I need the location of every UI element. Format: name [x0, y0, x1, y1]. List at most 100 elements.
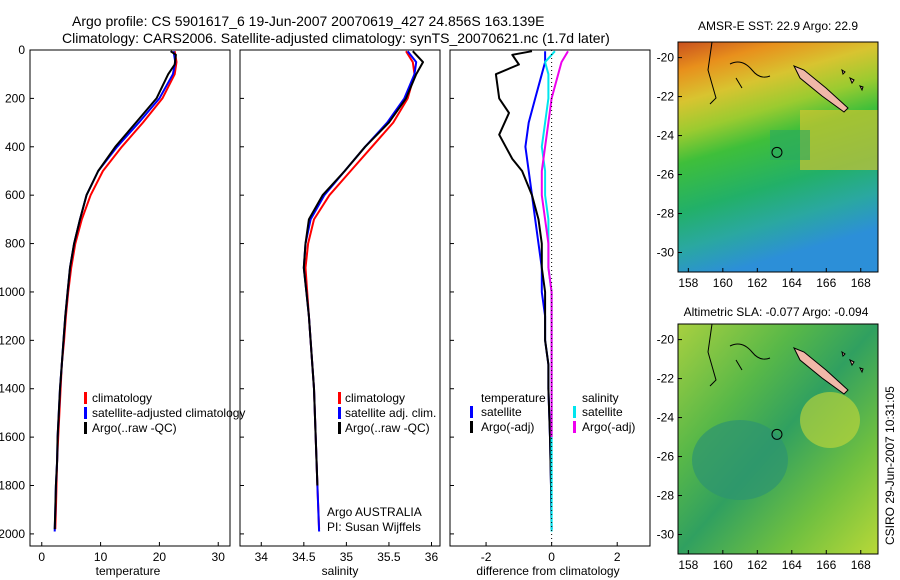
salinity-axis-label: salinity — [322, 564, 359, 578]
legend-label-satellite-adjusted: satellite-adjusted climatology — [92, 406, 245, 420]
map-y-tick-label: -22 — [657, 90, 675, 104]
sst-warm-patch — [800, 110, 878, 170]
depth-tick-label: 1400 — [0, 382, 25, 396]
map-x-tick-label: 166 — [816, 558, 836, 572]
x-tick-label: -2 — [481, 550, 492, 564]
map-x-tick-label: 168 — [851, 558, 871, 572]
legend-swatch-climatology — [338, 392, 341, 404]
legend-label-climatology: climatology — [92, 391, 152, 405]
depth-tick-label: 1000 — [0, 285, 25, 299]
depth-axis: 0 200 400 600 800 1000 1200 1400 1600 1800 2000 — [0, 43, 454, 541]
legend-label-sal-argo: Argo(-adj) — [582, 420, 635, 434]
x-tick-label: 2 — [614, 550, 621, 564]
legend-swatch-satellite-adjusted — [84, 407, 87, 419]
x-tick-label: 35.5 — [377, 550, 401, 564]
map-x-tick-label: 160 — [713, 276, 733, 290]
x-tick-label: 20 — [153, 550, 167, 564]
map-x-tick-label: 162 — [747, 558, 767, 572]
sst-cool-patch — [770, 130, 810, 160]
sla-map: 158 160 162 164 166 168 -20 -22 -24 -26 -28 -30 — [657, 323, 879, 572]
sla-low-patch — [692, 420, 788, 500]
depth-tick-label: 0 — [18, 43, 25, 57]
map-x-tick-label: 164 — [782, 276, 802, 290]
legend-swatch-argo — [338, 422, 341, 434]
map-y-tick-label: -20 — [657, 51, 675, 65]
map-y-tick-label: -20 — [657, 333, 675, 347]
map-x-tick-label: 164 — [782, 558, 802, 572]
x-tick-label: 0 — [38, 550, 45, 564]
sst-float-marker — [771, 146, 783, 158]
map-y-tick-label: -30 — [657, 246, 675, 260]
salinity-plot: 34 34.5 35 35.5 36 — [255, 50, 439, 564]
temperature-plot-frame — [29, 49, 231, 547]
sla-high-patch — [800, 392, 860, 448]
sst-map: 158 160 162 164 166 168 -20 -22 -24 -26 -28 -30 — [657, 41, 879, 290]
program-credit: Argo AUSTRALIA — [327, 505, 422, 519]
x-tick-label: 35 — [340, 550, 354, 564]
legend-label-temp-argo: Argo(-adj) — [481, 420, 534, 434]
difference-plot: -2 0 2 — [481, 50, 621, 564]
series-line-argo-raw-qc-2 — [302, 50, 424, 486]
map-x-tick-label: 168 — [851, 276, 871, 290]
x-tick-label: 30 — [212, 550, 226, 564]
sla-map-axes: 158 160 162 164 166 168 -20 -22 -24 -26 -28 -30 — [657, 333, 871, 572]
map-y-tick-label: -24 — [657, 411, 675, 425]
depth-tick-label: 1800 — [0, 479, 25, 493]
sla-map-title: Altimetric SLA: -0.077 Argo: -0.094 — [684, 305, 869, 319]
legend-label-argo: Argo(..raw -QC) — [345, 421, 430, 435]
depth-tick-label: 600 — [5, 188, 25, 202]
salinity-legend: climatology satellite adj. clim. Argo(..… — [338, 391, 436, 435]
legend-swatch-argo — [84, 422, 87, 434]
legend-label-satellite-adj: satellite adj. clim. — [345, 406, 436, 420]
map-y-tick-label: -24 — [657, 129, 675, 143]
legend-swatch-temp-satellite — [470, 406, 473, 418]
legend-swatch-satellite-adj — [338, 407, 341, 419]
figure-title-line2: Climatology: CARS2006. Satellite-adjuste… — [62, 30, 610, 46]
depth-tick-label: 400 — [5, 140, 25, 154]
map-x-tick-label: 162 — [747, 276, 767, 290]
sla-float-marker — [771, 428, 783, 440]
sla-map-frame — [677, 323, 879, 555]
sst-map-frame — [677, 41, 879, 273]
timestamp-stamp: CSIRO 29-Jun-2007 10:31:05 — [883, 386, 897, 545]
map-x-tick-label: 166 — [816, 276, 836, 290]
depth-tick-label: 2000 — [0, 527, 25, 541]
x-tick-label: 34.5 — [292, 550, 316, 564]
x-tick-label: 34 — [255, 550, 269, 564]
map-y-tick-label: -26 — [657, 168, 675, 182]
x-tick-label: 10 — [94, 550, 108, 564]
legend-label-temp-satellite: satellite — [481, 405, 522, 419]
map-y-tick-label: -28 — [657, 489, 675, 503]
series-line-argo-adj-3 — [540, 50, 569, 438]
series-line-argo-adj-1 — [494, 50, 553, 530]
temperature-plot: 0 10 20 30 — [38, 50, 226, 564]
depth-tick-label: 200 — [5, 91, 25, 105]
legend-swatch-climatology — [84, 392, 87, 404]
depth-tick-label: 1600 — [0, 430, 25, 444]
legend-swatch-sal-satellite — [573, 406, 576, 418]
map-y-tick-label: -28 — [657, 207, 675, 221]
figure-title-line1: Argo profile: CS 5901617_6 19-Jun-2007 2… — [72, 13, 545, 29]
sst-coastline — [707, 42, 771, 105]
x-tick-label: 0 — [548, 550, 555, 564]
map-x-tick-label: 158 — [678, 558, 698, 572]
sst-map-axes: 158 160 162 164 166 168 -20 -22 -24 -26 -28 -30 — [657, 51, 871, 290]
salinity-plot-frame — [239, 49, 441, 547]
legend-swatch-sal-argo — [573, 421, 576, 433]
x-tick-label: 36 — [425, 550, 439, 564]
legend-label-climatology: climatology — [345, 391, 405, 405]
depth-tick-label: 800 — [5, 237, 25, 251]
difference-legend: temperature salinity satellite Argo(-adj… — [470, 391, 635, 434]
pi-credit: PI: Susan Wijffels — [327, 520, 421, 534]
legend-group-salinity: salinity — [582, 391, 619, 405]
series-line-argo-raw-qc-2 — [53, 50, 177, 530]
map-y-tick-label: -26 — [657, 450, 675, 464]
legend-label-sal-satellite: satellite — [582, 405, 623, 419]
sla-coastline — [707, 324, 771, 387]
map-y-tick-label: -22 — [657, 372, 675, 386]
map-x-tick-label: 160 — [713, 558, 733, 572]
map-y-tick-label: -30 — [657, 528, 675, 542]
sla-new-caledonia — [792, 347, 849, 395]
sst-islands — [841, 68, 864, 92]
sla-islands — [841, 350, 864, 374]
